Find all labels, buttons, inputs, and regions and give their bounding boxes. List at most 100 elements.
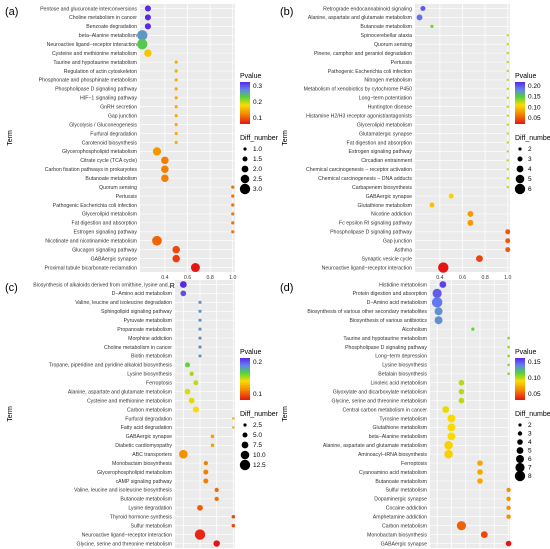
size-legend-title: Diff_number	[240, 135, 279, 142]
pvalue-colorbar	[515, 358, 525, 400]
term-label: Furfural degradation	[125, 416, 172, 422]
size-legend-dot	[240, 174, 250, 184]
data-point	[442, 406, 450, 413]
x-tick-label: 1.0	[504, 275, 511, 281]
size-legend-label: 5	[528, 176, 532, 183]
data-point	[506, 496, 511, 502]
x-tick-label: 0.4	[161, 275, 168, 281]
term-label: Estrogen signaling pathway	[74, 230, 138, 236]
data-point	[430, 24, 434, 28]
term-label: Chemical carcinogenesis − DNA adducts	[318, 176, 412, 182]
data-point	[185, 362, 190, 368]
size-legend-dot	[518, 147, 522, 151]
data-point	[161, 165, 169, 174]
term-label: Diabetic cardiomyopathy	[115, 443, 172, 449]
term-label: GABAergic synapse	[381, 541, 428, 547]
term-label: Glycerolipid metabolism	[82, 212, 137, 218]
pvalue-legend-label: 0.2	[253, 359, 262, 366]
data-point	[458, 379, 465, 386]
term-label: Protein digestion and absorption	[353, 291, 428, 297]
term-label: Pinene, camphor and geraniol degradation	[314, 51, 412, 57]
term-label: Propanoate metabolism	[117, 327, 172, 333]
term-label: Carotenoid biosynthesis	[82, 140, 138, 146]
size-legend-dot	[515, 174, 525, 184]
size-legend-dot	[515, 462, 525, 473]
pvalue-legend-label: 0.05	[528, 391, 541, 398]
pvalue-legend-label: 0.3	[253, 83, 262, 90]
term-label: Asthma	[394, 247, 412, 253]
term-label: Glycerolipid metabolism	[357, 122, 412, 128]
data-point	[431, 297, 443, 308]
term-label: Furfural degradation	[90, 131, 137, 137]
term-label: Valine, leucine and isoleucine biosynthe…	[74, 488, 172, 494]
data-point	[429, 202, 435, 208]
term-label: Taurine and hypotaurine metabolism	[343, 336, 427, 342]
pvalue-legend-label: 0.2	[253, 99, 262, 106]
x-tick-label: 0.6	[184, 275, 191, 281]
term-label: Cyanoamino acid metabolism	[359, 470, 427, 476]
term-label: Amphetamine addiction	[373, 515, 427, 521]
data-point	[174, 131, 178, 136]
term-label: Biosynthesis of alkaloids derived from o…	[33, 282, 172, 288]
data-point	[179, 449, 188, 459]
term-label: Citrate cycle (TCA cycle)	[80, 158, 137, 164]
data-point	[432, 288, 442, 298]
data-point	[420, 5, 426, 11]
data-point	[506, 150, 509, 153]
data-point	[231, 212, 235, 216]
pvalue-legend-label: 0.1	[253, 115, 262, 122]
data-point	[477, 460, 483, 466]
data-point	[476, 255, 483, 262]
plot-background	[430, 280, 510, 548]
term-label: Ferroptosis	[146, 381, 172, 387]
data-point	[161, 156, 169, 165]
data-point	[174, 69, 178, 73]
data-point	[174, 105, 178, 109]
pvalue-legend-title: Pvalue	[240, 349, 262, 356]
data-point	[194, 529, 206, 540]
term-label: Lysine biosynthesis	[127, 372, 172, 378]
term-label: Sphingolipid signaling pathway	[101, 309, 172, 315]
data-point	[210, 443, 215, 448]
pvalue-legend-label: 0.15	[528, 94, 541, 101]
data-point	[137, 30, 148, 41]
data-point	[152, 147, 162, 156]
data-point	[458, 397, 465, 404]
term-label: Benzoate degradation	[86, 24, 137, 30]
term-label: Linoleic acid metabolism	[370, 381, 427, 387]
size-legend-dot	[240, 450, 250, 460]
data-point	[198, 327, 202, 331]
size-legend-dot	[241, 165, 249, 173]
term-label: Huntington disease	[368, 105, 413, 111]
term-label: Thyroid hormone synthesis	[110, 515, 173, 521]
data-point	[198, 336, 202, 340]
term-label: Nicotine addiction	[371, 212, 412, 218]
pvalue-colorbar	[515, 82, 525, 124]
y-axis-label: Term	[282, 406, 289, 422]
data-point	[188, 397, 195, 404]
size-legend-label: 3	[528, 431, 532, 438]
data-point	[507, 363, 510, 367]
data-point	[210, 434, 215, 439]
size-legend-dot	[242, 156, 248, 162]
term-label: Carbon metabolism	[127, 407, 172, 413]
panel-letter: (a)	[5, 6, 18, 18]
term-label: Cocaine addiction	[386, 506, 427, 512]
term-label: Glycolysis / Gluconeogenesis	[69, 122, 137, 128]
data-point	[477, 478, 483, 484]
data-point	[506, 168, 509, 171]
data-point	[507, 336, 510, 340]
term-label: Regulation of actin cytoskeleton	[64, 69, 137, 75]
pvalue-legend-label: 0.20	[528, 83, 541, 90]
data-point	[506, 96, 509, 100]
term-label: Gap junction	[108, 113, 137, 119]
term-label: D−Amino acid metabolism	[112, 291, 172, 297]
term-label: Biosynthesis of various antibiotics	[349, 318, 427, 324]
data-point	[190, 263, 200, 273]
size-legend-dot	[516, 455, 524, 463]
data-point	[203, 460, 208, 466]
term-label: Pertussis	[116, 194, 138, 200]
data-point	[480, 531, 488, 538]
term-label: Dopaminergic synapse	[374, 497, 427, 503]
data-point	[198, 345, 202, 349]
